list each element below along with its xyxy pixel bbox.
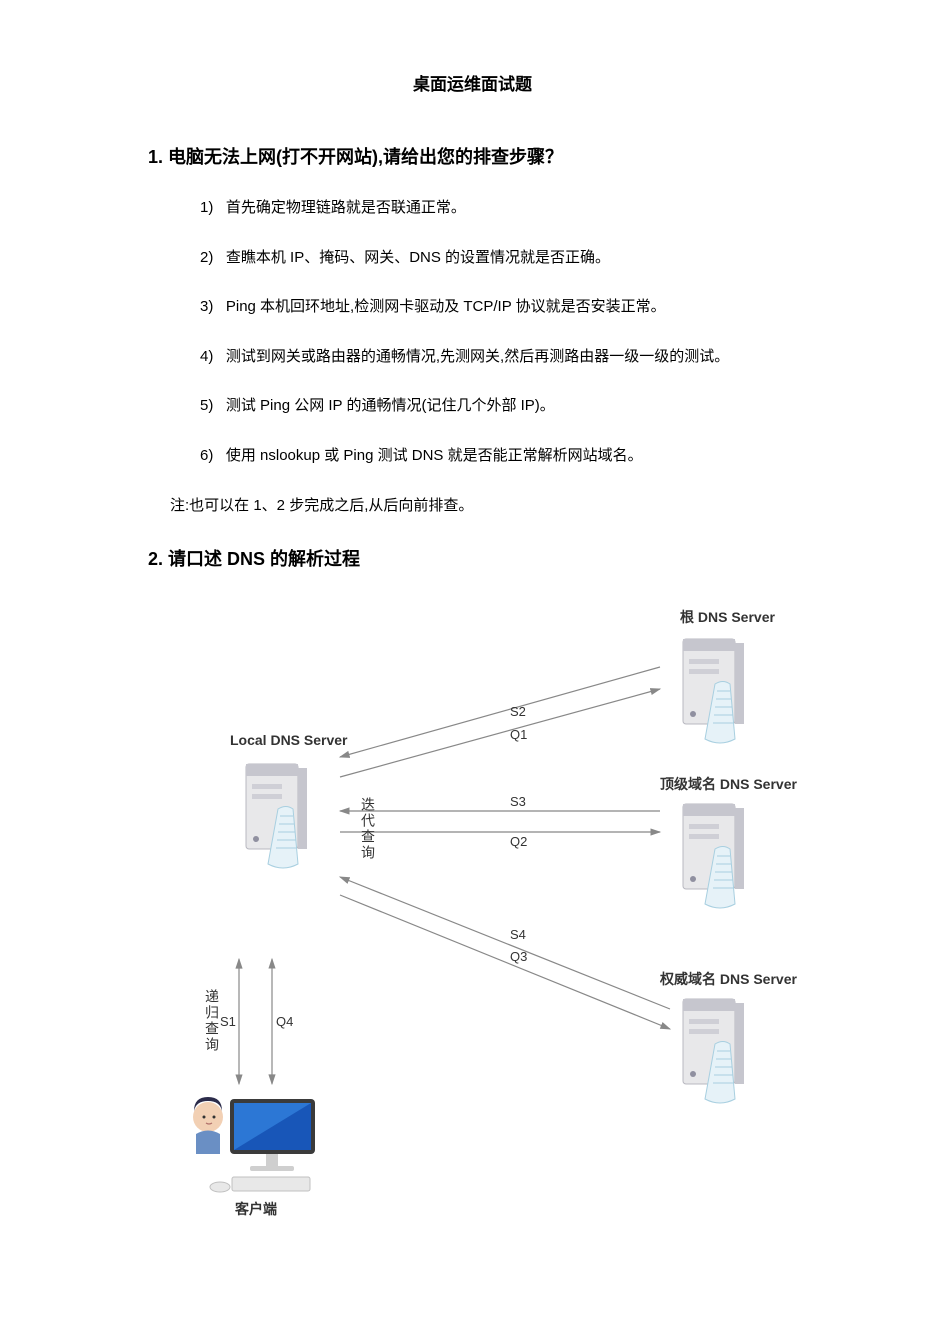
q2-text: 请口述 DNS 的解析过程 [168,549,360,569]
q1-list: 1) 首先确定物理链路就是否联通正常。 2) 查瞧本机 IP、掩码、网关、DNS… [140,197,805,467]
local-server-label: Local DNS Server [230,732,348,748]
item-num: 1) [200,199,213,216]
q2-label: Q2 [510,834,527,849]
s1-label: S1 [220,1014,236,1029]
item-text: 测试到网关或路由器的通畅情况,先测网关,然后再测路由器一级一级的测试。 [226,348,729,365]
s3-label: S3 [510,794,526,809]
root-server-label: 根 DNS Server [680,607,775,627]
iterative-label: 迭代查询 [358,797,378,861]
q1-note: 注:也可以在 1、2 步完成之后,从后向前排查。 [140,494,805,515]
item-text: 查瞧本机 IP、掩码、网关、DNS 的设置情况就是否正确。 [226,249,610,266]
q2-heading: 2. 请口述 DNS 的解析过程 [140,545,805,571]
s4-label: S4 [510,927,526,942]
q1-heading: 1. 电脑无法上网(打不开网站),请给出您的排查步骤？ [140,143,805,169]
item-num: 3) [200,298,213,315]
auth-server-label: 权威域名 DNS Server [660,969,797,989]
item-text: 使用 nslookup 或 Ping 测试 DNS 就是否能正常解析网站域名。 [226,447,643,464]
item-text: 首先确定物理链路就是否联通正常。 [226,199,466,216]
item-text: Ping 本机回环地址,检测网卡驱动及 TCP/IP 协议就是否安装正常。 [226,298,666,315]
list-item: 4) 测试到网关或路由器的通畅情况,先测网关,然后再测路由器一级一级的测试。 [200,346,805,369]
item-num: 2) [200,249,213,266]
q1-text: 电脑无法上网(打不开网站),请给出您的排查步骤？ [168,147,563,167]
tld-dns-server-icon [675,794,765,914]
s2-label: S2 [510,704,526,719]
q1-number: 1. [148,147,163,167]
item-num: 6) [200,447,213,464]
client-icon [190,1089,320,1199]
page-title: 桌面运维面试题 [140,70,805,95]
q3-label: Q3 [510,949,527,964]
list-item: 6) 使用 nslookup 或 Ping 测试 DNS 就是否能正常解析网站域… [200,445,805,468]
client-label: 客户端 [235,1199,277,1219]
item-num: 5) [200,397,213,414]
item-num: 4) [200,348,213,365]
list-item: 1) 首先确定物理链路就是否联通正常。 [200,197,805,220]
list-item: 2) 查瞧本机 IP、掩码、网关、DNS 的设置情况就是否正确。 [200,247,805,270]
item-text: 测试 Ping 公网 IP 的通畅情况(记住几个外部 IP)。 [226,397,555,414]
local-dns-server-icon [238,754,328,874]
root-dns-server-icon [675,629,765,749]
list-item: 5) 测试 Ping 公网 IP 的通畅情况(记住几个外部 IP)。 [200,395,805,418]
q4-label: Q4 [276,1014,293,1029]
auth-dns-server-icon [675,989,765,1109]
q1-label: Q1 [510,727,527,742]
dns-diagram: Local DNS Server 根 DNS Server 顶级域名 DNS S… [140,599,860,1219]
list-item: 3) Ping 本机回环地址,检测网卡驱动及 TCP/IP 协议就是否安装正常。 [200,296,805,319]
recursive-label: 递归查询 [202,989,222,1053]
q2-number: 2. [148,549,163,569]
tld-server-label: 顶级域名 DNS Server [660,774,797,794]
